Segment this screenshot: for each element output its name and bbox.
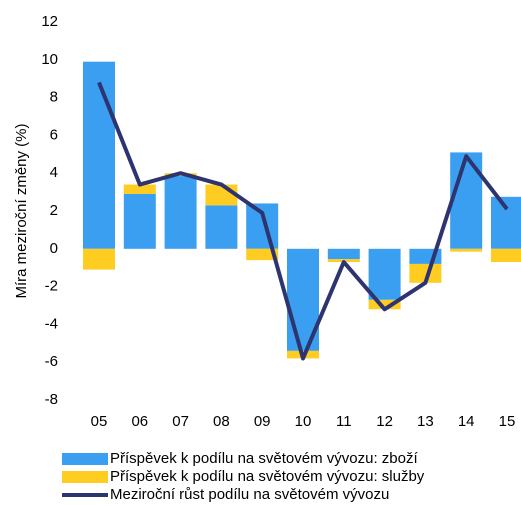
y-tick-label: 4 (50, 164, 58, 181)
y-tick-label: 6 (50, 126, 58, 143)
y-tick-label: 0 (50, 240, 58, 257)
y-tick-label: 8 (50, 89, 58, 106)
y-tick-label: -6 (45, 353, 58, 370)
y-tick-label: -8 (45, 391, 58, 408)
bar (123, 193, 156, 249)
y-tick-label: -4 (45, 315, 58, 332)
x-tick-label: 10 (295, 413, 312, 430)
line (97, 81, 509, 361)
bar (246, 203, 279, 249)
x-tick-label: 13 (417, 413, 434, 430)
x-tick-label: 06 (131, 413, 148, 430)
bar (83, 61, 115, 249)
x-tick-label: 14 (458, 413, 475, 430)
bar (123, 184, 156, 194)
y-tick-label: -2 (45, 278, 58, 295)
bar (450, 152, 483, 249)
bar (205, 205, 238, 249)
bar (450, 248, 483, 252)
x-tick-label: 11 (336, 413, 352, 430)
legend-swatch (62, 471, 108, 483)
y-tick-label: 2 (50, 202, 58, 219)
bar (246, 248, 279, 261)
x-tick-label: 07 (172, 413, 189, 430)
y-tick-label: 12 (41, 13, 58, 30)
bar (368, 299, 401, 310)
y-tick-label: 10 (41, 51, 58, 68)
legend-label: Příspěvek k podílu na světovém vývozu: s… (110, 468, 425, 485)
bar (409, 263, 442, 283)
x-tick-label: 09 (254, 413, 271, 430)
y-axis-label: Míra meziroční změny (%) (13, 123, 30, 298)
bar (164, 176, 197, 249)
x-tick-label: 08 (213, 413, 230, 430)
x-tick-label: 05 (91, 413, 108, 430)
legend-label: Příspěvek k podílu na světovém vývozu: z… (110, 450, 418, 467)
legend-swatch (62, 453, 108, 465)
bar (327, 248, 360, 260)
legend-label: Meziroční růst podílu na světovém vývozu (110, 486, 389, 503)
bar (205, 184, 238, 206)
x-tick-label: 12 (376, 413, 393, 430)
bar (368, 248, 401, 300)
x-tick-label: 15 (499, 413, 516, 430)
bar (83, 248, 115, 270)
bar (491, 248, 521, 263)
